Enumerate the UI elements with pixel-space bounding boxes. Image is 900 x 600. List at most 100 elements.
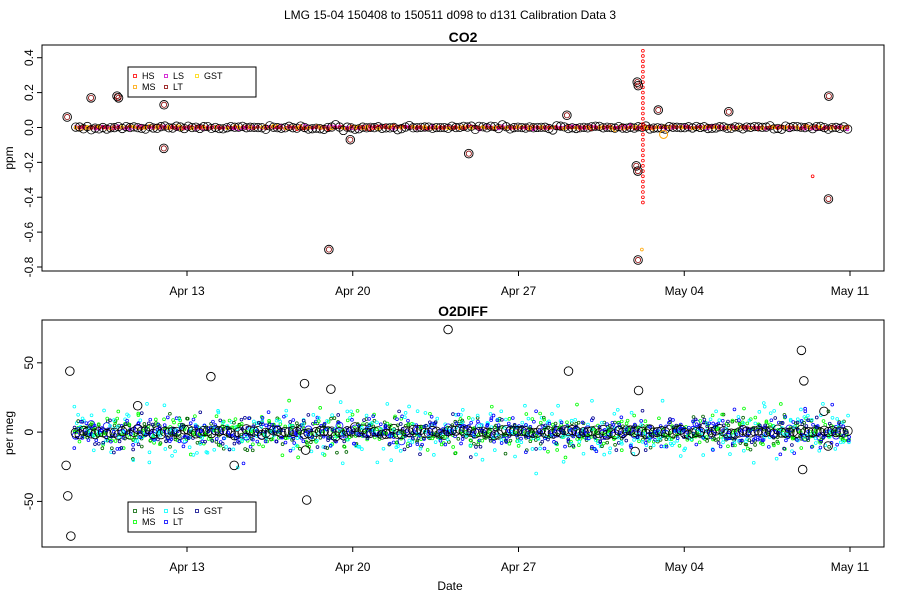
data-point bbox=[459, 441, 463, 446]
data-point bbox=[349, 409, 353, 414]
data-point bbox=[831, 122, 841, 132]
data-point bbox=[769, 124, 779, 134]
data-point bbox=[613, 442, 617, 447]
data-point bbox=[530, 447, 535, 451]
data-point bbox=[393, 414, 397, 419]
data-point bbox=[547, 421, 552, 426]
data-point bbox=[612, 411, 617, 416]
y-tick-label: 0 bbox=[22, 428, 36, 435]
data-point bbox=[641, 137, 645, 142]
data-point bbox=[151, 124, 156, 129]
data-point bbox=[656, 432, 661, 437]
data-point bbox=[645, 424, 649, 428]
legend-marker bbox=[164, 509, 168, 513]
legend-label: LT bbox=[173, 517, 183, 527]
data-point bbox=[603, 432, 608, 436]
data-point bbox=[795, 417, 800, 421]
co2-ylabel: ppm bbox=[2, 146, 16, 169]
data-point bbox=[203, 439, 207, 444]
data-point bbox=[584, 428, 589, 432]
outlier-point bbox=[796, 345, 807, 356]
data-point bbox=[632, 413, 636, 418]
data-point bbox=[641, 143, 645, 147]
data-point bbox=[435, 122, 445, 133]
data-point bbox=[534, 447, 538, 451]
data-point bbox=[640, 440, 645, 444]
y-tick-label: -50 bbox=[22, 492, 36, 510]
data-point bbox=[513, 122, 523, 132]
data-point bbox=[600, 444, 604, 449]
data-point bbox=[367, 423, 372, 428]
data-point bbox=[702, 417, 707, 422]
data-point bbox=[543, 423, 548, 428]
data-point bbox=[559, 122, 570, 132]
data-point bbox=[444, 423, 452, 432]
data-point bbox=[345, 418, 350, 423]
data-point bbox=[443, 435, 447, 439]
data-point bbox=[634, 168, 641, 175]
data-point bbox=[577, 443, 581, 447]
data-point bbox=[825, 429, 829, 434]
data-point bbox=[470, 417, 475, 421]
data-point bbox=[519, 440, 524, 445]
data-point bbox=[101, 442, 105, 447]
outlier-point bbox=[345, 134, 356, 145]
data-point bbox=[245, 425, 256, 436]
data-point bbox=[629, 410, 634, 415]
data-point bbox=[309, 449, 314, 454]
data-point bbox=[788, 417, 793, 422]
outlier-point bbox=[301, 495, 312, 505]
data-point bbox=[482, 123, 492, 133]
outlier-point bbox=[62, 112, 72, 122]
data-point bbox=[641, 111, 645, 116]
data-point bbox=[278, 430, 283, 434]
data-point bbox=[775, 435, 780, 439]
data-point bbox=[454, 421, 459, 426]
data-point bbox=[336, 413, 341, 417]
data-point bbox=[345, 409, 350, 414]
data-point bbox=[559, 420, 564, 425]
data-point bbox=[367, 417, 371, 421]
y-tick-label: -0.6 bbox=[22, 221, 36, 242]
data-point bbox=[580, 420, 585, 425]
data-point bbox=[667, 433, 671, 438]
data-point bbox=[467, 428, 471, 433]
data-point bbox=[641, 190, 645, 194]
data-point bbox=[395, 417, 399, 421]
data-point bbox=[321, 429, 325, 434]
data-point bbox=[776, 427, 787, 438]
data-point bbox=[795, 438, 799, 442]
data-point bbox=[698, 419, 703, 423]
data-point bbox=[213, 423, 218, 427]
data-point bbox=[658, 436, 662, 441]
data-point bbox=[464, 430, 468, 434]
data-point bbox=[792, 451, 797, 455]
data-point bbox=[538, 446, 542, 451]
data-point bbox=[387, 434, 392, 439]
data-point bbox=[232, 441, 237, 446]
data-point bbox=[325, 436, 330, 440]
data-point bbox=[99, 428, 104, 432]
data-point bbox=[221, 436, 226, 441]
data-point bbox=[433, 440, 438, 444]
data-point bbox=[701, 453, 706, 457]
outlier-point bbox=[464, 148, 474, 159]
y-tick-label: 50 bbox=[22, 356, 36, 370]
x-tick-label: Apr 27 bbox=[501, 560, 537, 574]
data-point bbox=[318, 435, 323, 440]
outlier-point bbox=[724, 107, 734, 117]
x-tick-label: Apr 20 bbox=[335, 284, 371, 298]
data-point bbox=[745, 421, 750, 426]
data-point bbox=[737, 125, 742, 129]
data-point bbox=[641, 101, 645, 105]
data-point bbox=[406, 422, 411, 426]
data-point bbox=[641, 106, 645, 111]
data-point bbox=[451, 412, 455, 416]
data-point bbox=[86, 438, 91, 442]
data-point bbox=[191, 453, 196, 457]
data-point bbox=[352, 441, 356, 446]
data-point bbox=[188, 421, 193, 426]
data-point bbox=[810, 174, 815, 179]
data-point bbox=[187, 445, 192, 450]
